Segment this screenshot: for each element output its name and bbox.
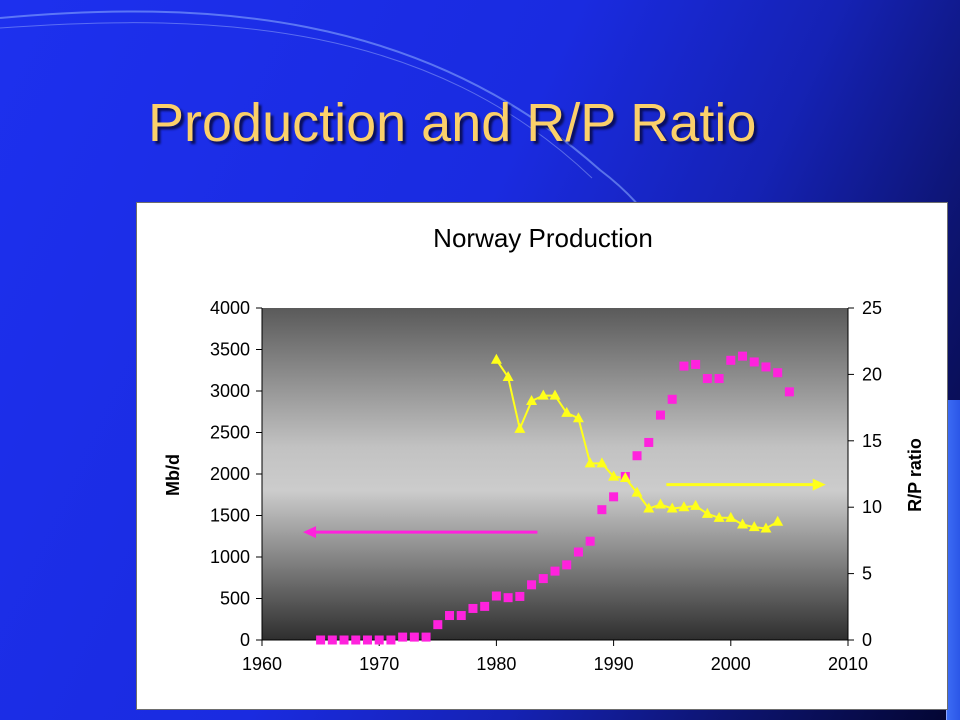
rp-ratio-point xyxy=(690,499,702,510)
x-tick-label: 1970 xyxy=(359,654,399,674)
y-tick-label: 500 xyxy=(220,589,250,609)
production-point xyxy=(644,437,654,447)
y-tick-label: 3500 xyxy=(210,340,250,360)
production-point xyxy=(573,547,583,557)
rp-ratio-point xyxy=(561,406,573,417)
production-point xyxy=(702,374,712,384)
arrow-to-left-axis-head xyxy=(303,526,317,539)
rp-ratio-point xyxy=(772,515,784,526)
rp-ratio-point xyxy=(701,507,713,518)
production-point xyxy=(468,603,478,613)
rp-ratio-point xyxy=(678,501,690,512)
production-point xyxy=(714,374,724,384)
rp-ratio-point xyxy=(666,502,678,513)
y-tick-label: 1000 xyxy=(210,547,250,567)
production-point xyxy=(784,387,794,397)
rp-ratio-point xyxy=(608,470,620,481)
y-axis-label: Mb/d xyxy=(163,454,183,496)
rp-ratio-point xyxy=(572,412,584,423)
y2-tick-label: 25 xyxy=(862,298,882,318)
production-point xyxy=(597,505,607,515)
production-point xyxy=(726,355,736,365)
rp-ratio-point xyxy=(748,521,760,532)
y2-tick-label: 0 xyxy=(862,630,872,650)
slide-side-bar xyxy=(946,400,960,720)
x-tick-label: 1960 xyxy=(242,654,282,674)
rp-ratio-point xyxy=(537,389,549,400)
production-point xyxy=(503,593,513,603)
norway-production-chart: Norway Production 1960 1970 1980 1990 2000 20… xyxy=(163,223,925,674)
x-tick-label: 2010 xyxy=(828,654,868,674)
production-point xyxy=(491,591,501,601)
plot-area xyxy=(262,308,848,640)
production-point xyxy=(761,362,771,372)
x-tick-label: 2000 xyxy=(711,654,751,674)
y2-axis-label: R/P ratio xyxy=(905,438,925,512)
y-tick-label: 1500 xyxy=(210,506,250,526)
production-point xyxy=(773,368,783,378)
rp-ratio-point xyxy=(760,522,772,533)
y2-tick-label: 5 xyxy=(862,564,872,584)
chart-title: Norway Production xyxy=(433,223,653,253)
rp-ratio-point xyxy=(502,371,514,382)
y-tick-label: 3000 xyxy=(210,381,250,401)
rp-ratio-point xyxy=(713,511,725,522)
production-point xyxy=(398,632,408,642)
arrow-to-right-axis-head xyxy=(812,478,826,491)
production-point xyxy=(691,359,701,369)
production-point xyxy=(409,632,419,642)
production-point xyxy=(609,492,619,502)
y2-tick-label: 10 xyxy=(862,497,882,517)
production-point xyxy=(655,410,665,420)
production-point xyxy=(749,357,759,367)
production-point xyxy=(585,536,595,546)
y-tick-label: 4000 xyxy=(210,298,250,318)
production-point xyxy=(362,635,372,645)
x-tick-label: 1980 xyxy=(476,654,516,674)
production-point xyxy=(515,591,525,601)
production-point xyxy=(374,635,384,645)
rp-ratio-point xyxy=(596,457,608,468)
rp-ratio-point xyxy=(514,422,526,433)
production-point xyxy=(538,574,548,584)
production-point xyxy=(421,632,431,642)
production-point xyxy=(738,351,748,361)
y-tick-label: 2000 xyxy=(210,464,250,484)
production-point xyxy=(327,635,337,645)
rp-ratio-point xyxy=(549,389,561,400)
rp-ratio-point xyxy=(643,502,655,513)
chart-container: Norway Production 1960 1970 1980 1990 2000 20… xyxy=(136,202,948,710)
y2-tick-label: 15 xyxy=(862,431,882,451)
production-point xyxy=(316,635,326,645)
production-point xyxy=(480,601,490,611)
y-tick-label: 0 xyxy=(240,630,250,650)
rp-ratio-point xyxy=(631,486,643,497)
rp-ratio-point xyxy=(654,498,666,509)
production-point xyxy=(679,361,689,371)
production-point xyxy=(562,560,572,570)
slide-title: Production and R/P Ratio xyxy=(148,93,757,153)
rp-ratio-point xyxy=(725,511,737,522)
production-point xyxy=(386,635,396,645)
rp-ratio-point xyxy=(490,353,502,364)
production-point xyxy=(445,611,455,621)
rp-ratio-point xyxy=(584,457,596,468)
production-point xyxy=(667,394,677,404)
production-point xyxy=(550,566,560,576)
rp-ratio-point xyxy=(526,394,538,405)
rp-ratio-point xyxy=(737,518,749,529)
y2-tick-label: 20 xyxy=(862,364,882,384)
production-point xyxy=(527,580,537,590)
rp-ratio-point xyxy=(619,471,631,482)
production-point xyxy=(632,451,642,461)
production-point xyxy=(351,635,361,645)
y-tick-label: 2500 xyxy=(210,423,250,443)
production-point xyxy=(433,620,443,630)
production-point xyxy=(339,635,349,645)
x-tick-label: 1990 xyxy=(594,654,634,674)
production-point xyxy=(456,611,466,621)
